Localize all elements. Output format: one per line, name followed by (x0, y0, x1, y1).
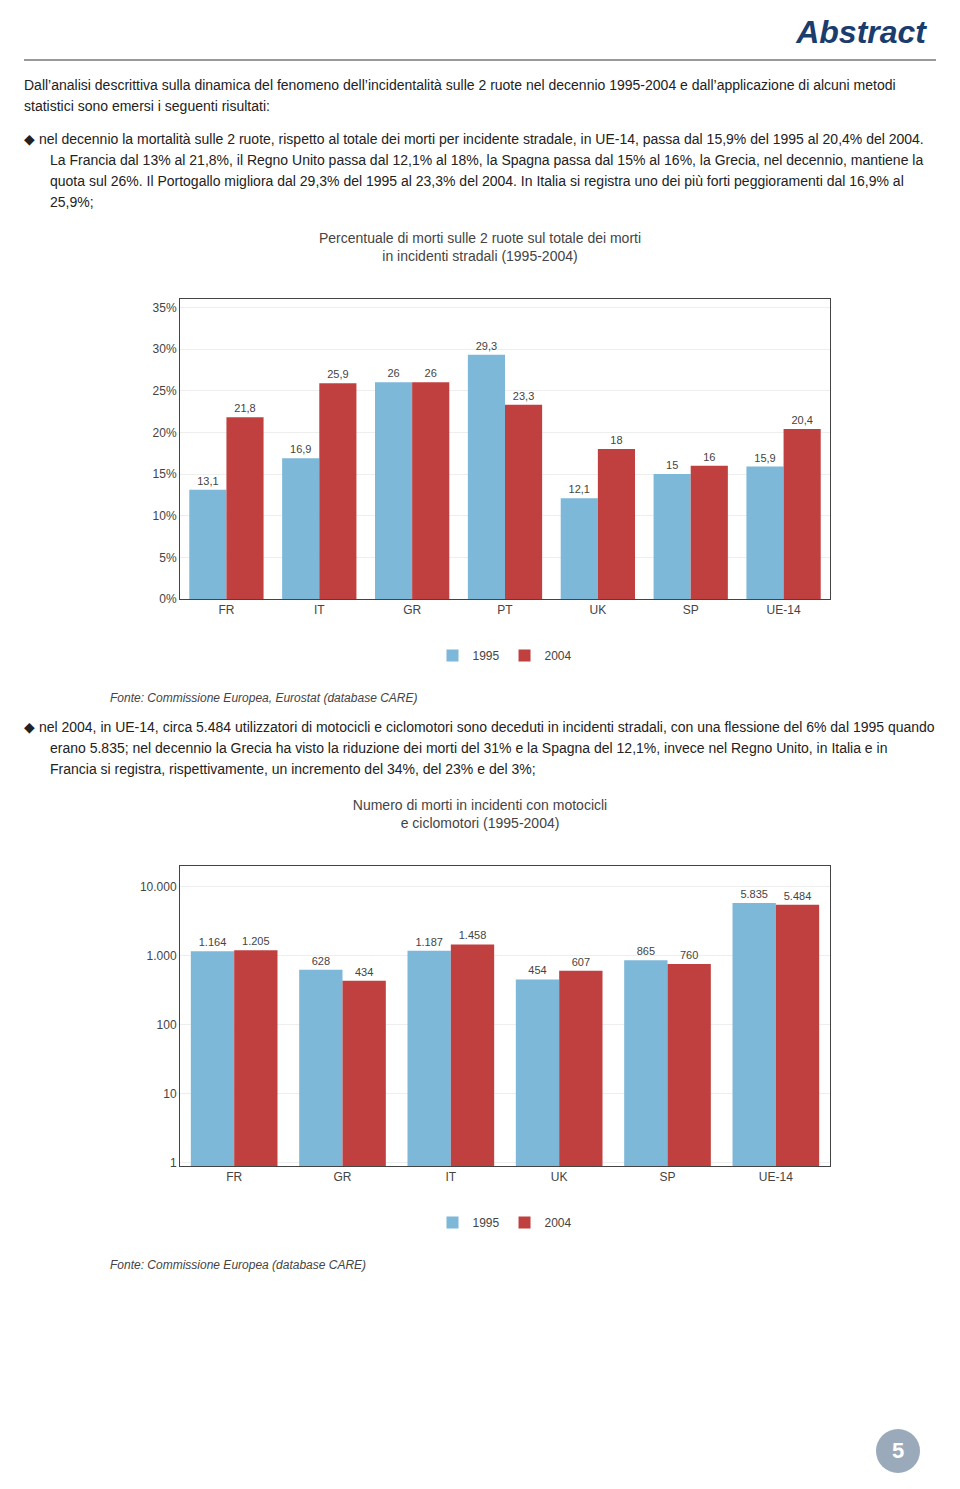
html-text:Dall’analisi descrittiva sulla: Dall’analisi descrittiva sulla dinamica … (24, 77, 896, 114)
svg-text:1995: 1995 (473, 1216, 500, 1230)
svg-text:IT: IT (445, 1170, 456, 1184)
svg-text:2004: 2004 (545, 649, 572, 663)
svg-text:100: 100 (157, 1018, 177, 1032)
svg-text:13,1: 13,1 (197, 475, 218, 487)
svg-text:1.187: 1.187 (415, 936, 443, 948)
html-text:Abstract: Abstract (796, 14, 926, 50)
svg-text:15,9: 15,9 (754, 452, 775, 464)
svg-text:23,3: 23,3 (513, 390, 534, 402)
svg-text:20%: 20% (153, 426, 177, 440)
svg-text:26: 26 (387, 367, 399, 379)
svg-text:1: 1 (170, 1156, 177, 1170)
svg-text:628: 628 (312, 955, 330, 967)
svg-text:5%: 5% (159, 551, 177, 565)
svg-text:10.000: 10.000 (140, 880, 177, 894)
svg-text:18: 18 (610, 434, 622, 446)
svg-text:Percentuale di morti sulle 2 r: Percentuale di morti sulle 2 ruote sul t… (319, 230, 641, 264)
svg-text:SP: SP (659, 1170, 675, 1184)
svg-text:16,9: 16,9 (290, 443, 311, 455)
svg-text:5.835: 5.835 (740, 888, 768, 900)
svg-text:SP: SP (683, 603, 699, 617)
svg-text:20,4: 20,4 (791, 414, 812, 426)
svg-text:35%: 35% (153, 301, 177, 315)
svg-text:29,3: 29,3 (476, 340, 497, 352)
svg-text:2004: 2004 (545, 1216, 572, 1230)
html-text:◆ nel decennio la mortalità su: ◆ nel decennio la mortalità sulle 2 ruot… (24, 131, 924, 210)
svg-text:FR: FR (226, 1170, 242, 1184)
html-text:◆ nel 2004, in UE-14, circa 5.: ◆ nel 2004, in UE-14, circa 5.484 utiliz… (24, 719, 935, 777)
svg-text:16: 16 (703, 451, 715, 463)
svg-text:10: 10 (163, 1087, 177, 1101)
svg-text:Numero di morti in incidenti c: Numero di morti in incidenti con motocic… (353, 797, 607, 831)
svg-text:0%: 0% (159, 592, 177, 606)
svg-text:UE-14: UE-14 (759, 1170, 793, 1184)
svg-text:GR: GR (403, 603, 421, 617)
svg-text:12,1: 12,1 (569, 483, 590, 495)
svg-text:PT: PT (497, 603, 513, 617)
svg-text:5.484: 5.484 (784, 890, 812, 902)
svg-text:25,9: 25,9 (327, 368, 348, 380)
html-text:5: 5 (891, 1438, 905, 1463)
svg-text:1995: 1995 (473, 649, 500, 663)
svg-text:25%: 25% (153, 384, 177, 398)
svg-text:30%: 30% (153, 342, 177, 356)
svg-text:10%: 10% (153, 509, 177, 523)
svg-text:15: 15 (666, 459, 678, 471)
svg-text:454: 454 (528, 964, 546, 976)
svg-text:1.164: 1.164 (199, 936, 227, 948)
svg-text:607: 607 (572, 956, 590, 968)
svg-text:IT: IT (314, 603, 325, 617)
svg-text:FR: FR (218, 603, 234, 617)
svg-text:434: 434 (355, 966, 373, 978)
svg-text:UE-14: UE-14 (767, 603, 801, 617)
svg-text:21,8: 21,8 (234, 402, 255, 414)
svg-text:GR: GR (334, 1170, 352, 1184)
svg-text:UK: UK (551, 1170, 568, 1184)
svg-text:15%: 15% (153, 467, 177, 481)
html-text:Fonte: Commissione Europea (da: Fonte: Commissione Europea (database CAR… (110, 1258, 367, 1272)
svg-text:1.458: 1.458 (459, 929, 487, 941)
html-text:Fonte: Commissione Europea, Eu: Fonte: Commissione Europea, Eurostat (da… (110, 691, 418, 705)
svg-text:1.205: 1.205 (242, 935, 270, 947)
svg-text:865: 865 (637, 945, 655, 957)
svg-text:UK: UK (590, 603, 607, 617)
svg-text:26: 26 (425, 367, 437, 379)
svg-text:760: 760 (680, 949, 698, 961)
svg-text:1.000: 1.000 (147, 949, 177, 963)
